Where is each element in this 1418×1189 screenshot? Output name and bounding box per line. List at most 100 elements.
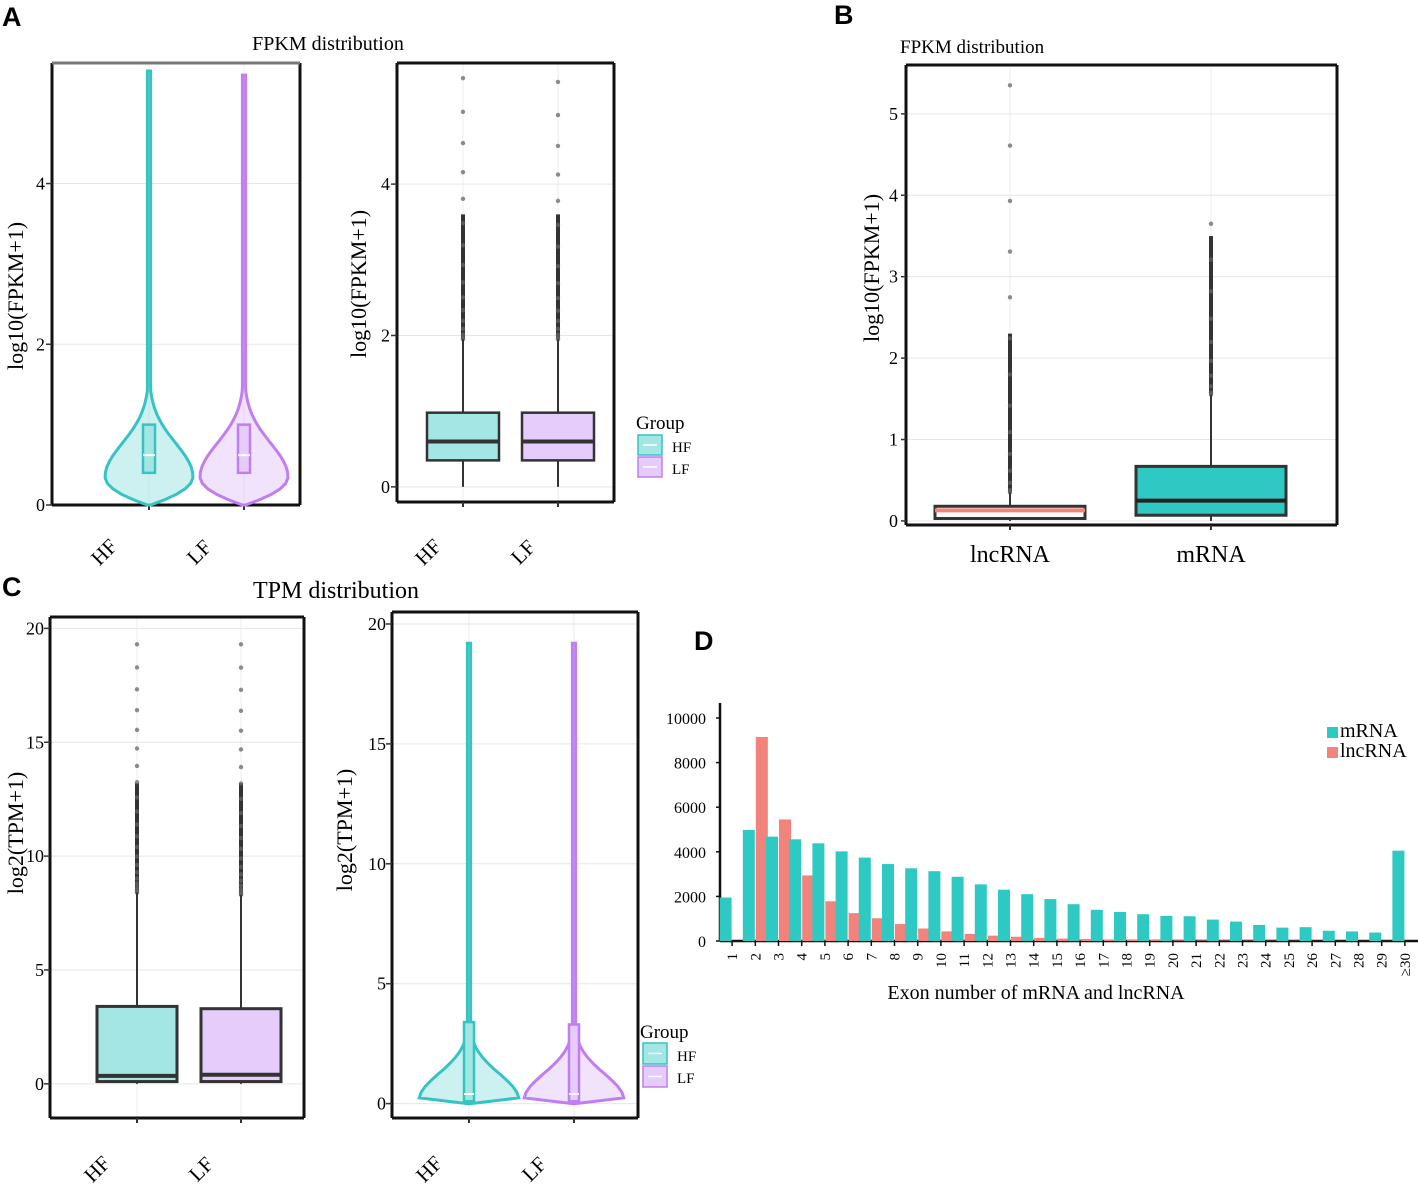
y-tick-label: 10000	[666, 711, 706, 728]
outlier-point	[460, 280, 466, 285]
title-c: TPM distribution	[253, 578, 419, 604]
bar-lncrna-20	[1173, 940, 1186, 941]
bar-mrna-7	[858, 857, 871, 941]
x-tick-label: 19	[1143, 953, 1159, 968]
x-tick-label: 7	[864, 953, 880, 961]
bar-mrna-25	[1276, 927, 1289, 941]
x-tick-label: 9	[911, 953, 927, 961]
outlier-point	[555, 295, 561, 301]
ylabel-a1: log10(FPKM+1)	[3, 222, 28, 370]
outlier-point	[1007, 249, 1013, 254]
bar-mrna-27	[1322, 930, 1335, 941]
outlier-point	[1208, 339, 1214, 345]
outlier-point	[238, 796, 244, 802]
outlier-point	[238, 687, 244, 692]
x-tick-label: 17	[1096, 953, 1112, 969]
inner-box-LF	[236, 423, 252, 475]
bar-lncrna-15	[1057, 938, 1070, 941]
outlier-point	[555, 112, 561, 118]
panel-label-c: C	[2, 572, 22, 602]
x-tick-label: 27	[1328, 953, 1344, 969]
x-tick-label: mRNA	[1176, 542, 1246, 568]
bar-lncrna-19	[1150, 940, 1163, 941]
outlier-point	[134, 876, 140, 881]
bar-mrna-4	[789, 839, 802, 941]
y-tick-label: 0	[36, 495, 45, 515]
outlier-points	[238, 642, 244, 898]
x-tick-label: ≥30	[1398, 953, 1414, 976]
outlier-point	[1007, 372, 1013, 377]
y-tick-label: 2	[381, 325, 390, 345]
outlier-points	[134, 642, 140, 895]
x-tick-label: 18	[1120, 953, 1136, 968]
y-tick-label: 0	[698, 934, 706, 951]
bar-mrna-13	[998, 889, 1010, 941]
outlier-point	[134, 854, 140, 859]
ylabel-a2: log10(FPKM+1)	[346, 210, 371, 358]
x-tick-label: 12	[980, 953, 996, 968]
x-tick-label: 4	[795, 953, 811, 961]
outlier-point	[238, 747, 244, 752]
legend-title-c: Group	[640, 1022, 689, 1043]
x-tick-label: HF	[411, 1151, 447, 1187]
x-tick-label: LF	[506, 535, 540, 569]
outlier-point	[238, 764, 244, 770]
outlier-point	[460, 308, 466, 313]
bar-mrna-26	[1299, 927, 1312, 941]
outlier-point	[238, 864, 244, 870]
outlier-point	[555, 326, 561, 332]
bar-mrna-3	[766, 836, 778, 941]
x-tick-label: 26	[1305, 953, 1321, 969]
legend-label-lf-c: LF	[677, 1071, 695, 1087]
outlier-point	[238, 708, 244, 713]
outlier-point	[134, 885, 140, 890]
x-tick-label: 14	[1027, 953, 1043, 969]
outlier-point	[238, 878, 244, 883]
bar-mrna-8	[882, 864, 894, 941]
y-tick-label: 0	[35, 1074, 44, 1094]
bar-lncrna-12	[987, 935, 1000, 941]
outlier-point	[460, 295, 466, 300]
x-tick-label: 16	[1073, 953, 1089, 969]
ylabel-c1: log2(TPM+1)	[3, 772, 28, 894]
bar-lncrna-10	[941, 931, 954, 941]
legend-title-a: Group	[636, 413, 685, 434]
bar-lncrna-13	[1011, 936, 1023, 941]
outlier-point	[1208, 373, 1214, 378]
title-a: FPKM distribution	[252, 33, 404, 55]
violin-HF	[103, 69, 195, 507]
outlier-point	[134, 862, 140, 868]
outlier-point	[460, 318, 466, 323]
outlier-point	[1007, 430, 1013, 435]
bar-mrna-17	[1090, 909, 1103, 941]
y-tick-label: 10	[368, 854, 386, 874]
outlier-point	[555, 263, 561, 269]
bar-mrna-20	[1160, 916, 1173, 941]
outlier-point	[1007, 83, 1013, 88]
outlier-point	[555, 318, 561, 324]
box-LF	[199, 1007, 283, 1084]
outlier-point	[1208, 384, 1214, 389]
bar-mrna-28	[1346, 931, 1358, 941]
outlier-point	[1007, 403, 1013, 408]
bar-lncrna-4	[802, 875, 815, 941]
outlier-point	[1007, 336, 1013, 341]
bar-mrna-18	[1114, 912, 1126, 941]
outlier-point	[134, 834, 140, 839]
x-tick-label: 22	[1212, 953, 1228, 968]
bar-mrna-22	[1206, 919, 1219, 941]
outlier-point	[134, 727, 140, 733]
y-tick-label: 0	[381, 477, 390, 497]
y-tick-label: 4	[381, 174, 390, 194]
bar-mrna-6	[835, 851, 848, 941]
y-tick-label: 2000	[674, 889, 706, 906]
y-tick-label: 0	[377, 1094, 386, 1114]
inner-box-HF	[141, 423, 157, 475]
bar-mrna-23	[1230, 921, 1242, 941]
outlier-point	[460, 335, 466, 341]
outlier-point	[134, 687, 140, 692]
bar-mrna-29	[1369, 932, 1382, 941]
panel-label-d: D	[694, 626, 714, 656]
outlier-point	[555, 281, 561, 286]
bar-lncrna-14	[1034, 937, 1047, 941]
